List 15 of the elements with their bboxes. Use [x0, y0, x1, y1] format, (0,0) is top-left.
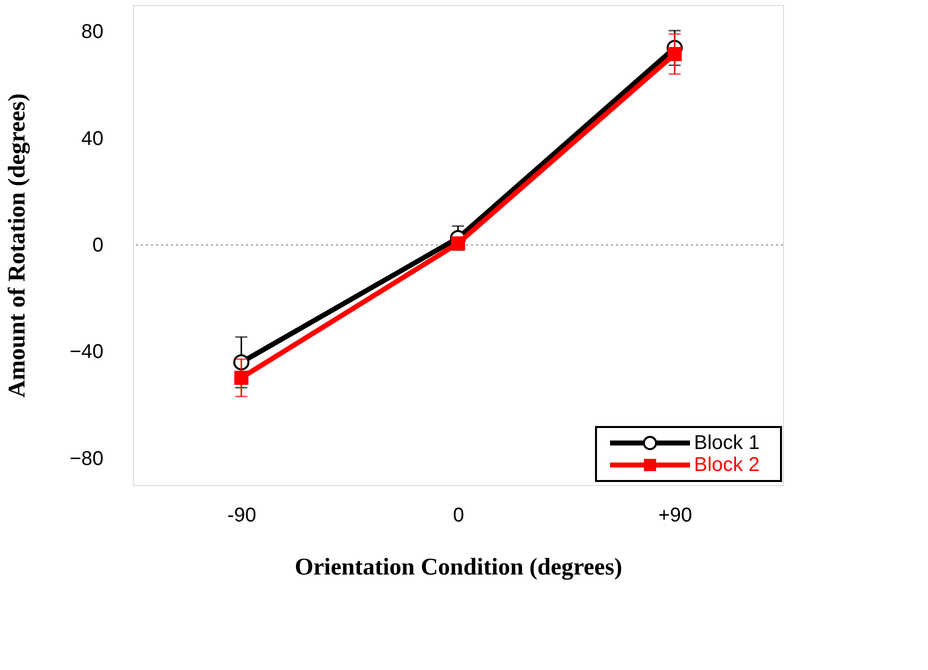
- x-axis-title: Orientation Condition (degrees): [294, 554, 622, 580]
- y-tick-label: −80: [70, 448, 104, 470]
- y-tick-label: 80: [81, 21, 104, 44]
- y-axis-title: Amount of Rotation (degrees): [4, 93, 31, 398]
- point: [234, 370, 248, 385]
- y-tick-label: 40: [81, 128, 104, 150]
- x-tick-label: -90: [227, 504, 256, 526]
- y-tick-label: −40: [70, 341, 104, 364]
- legend-label: Block 2: [694, 454, 760, 476]
- x-tick-label: 0: [452, 504, 464, 526]
- point: [668, 46, 682, 62]
- point: [450, 236, 466, 250]
- legend-label: Block 1: [694, 432, 760, 454]
- y-tick-label: 0: [92, 234, 104, 256]
- x-tick-label: +90: [658, 504, 692, 526]
